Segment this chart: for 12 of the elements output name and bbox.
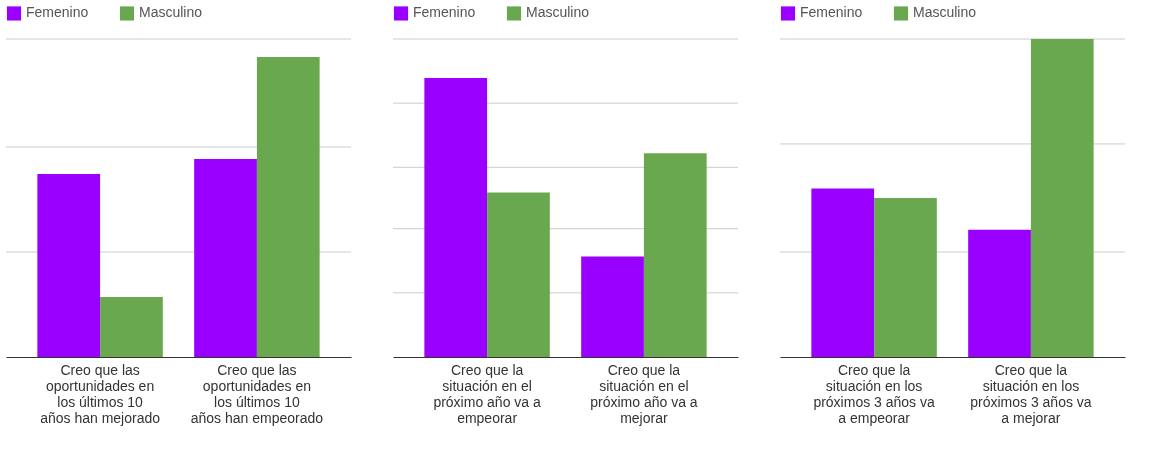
- legend-label: Masculino: [913, 4, 977, 21]
- legend-label: Femenino: [26, 4, 89, 21]
- x-tick-label: Creo que la situación en el próximo año va a empeorar: [433, 361, 541, 426]
- x-tick-label: Creo que las oportunidades en los últimos 10 años han empeorado: [190, 361, 324, 426]
- legend-label: Masculino: [139, 4, 203, 21]
- x-tick-label: Creo que la situación en los próximos 3 años va a mejorar: [970, 361, 1092, 426]
- legend-label: Femenino: [800, 4, 863, 21]
- legend-label: Masculino: [526, 4, 590, 21]
- legend-label: Femenino: [413, 4, 476, 21]
- x-tick-label: Creo que la situación en los próximos 3 años va a empeorar: [813, 361, 935, 426]
- x-tick-label: Creo que las oportunidades en los últimos 10 años han mejorado: [40, 361, 161, 426]
- x-tick-label: Creo que la situación en el próximo año va a mejorar: [590, 361, 698, 426]
